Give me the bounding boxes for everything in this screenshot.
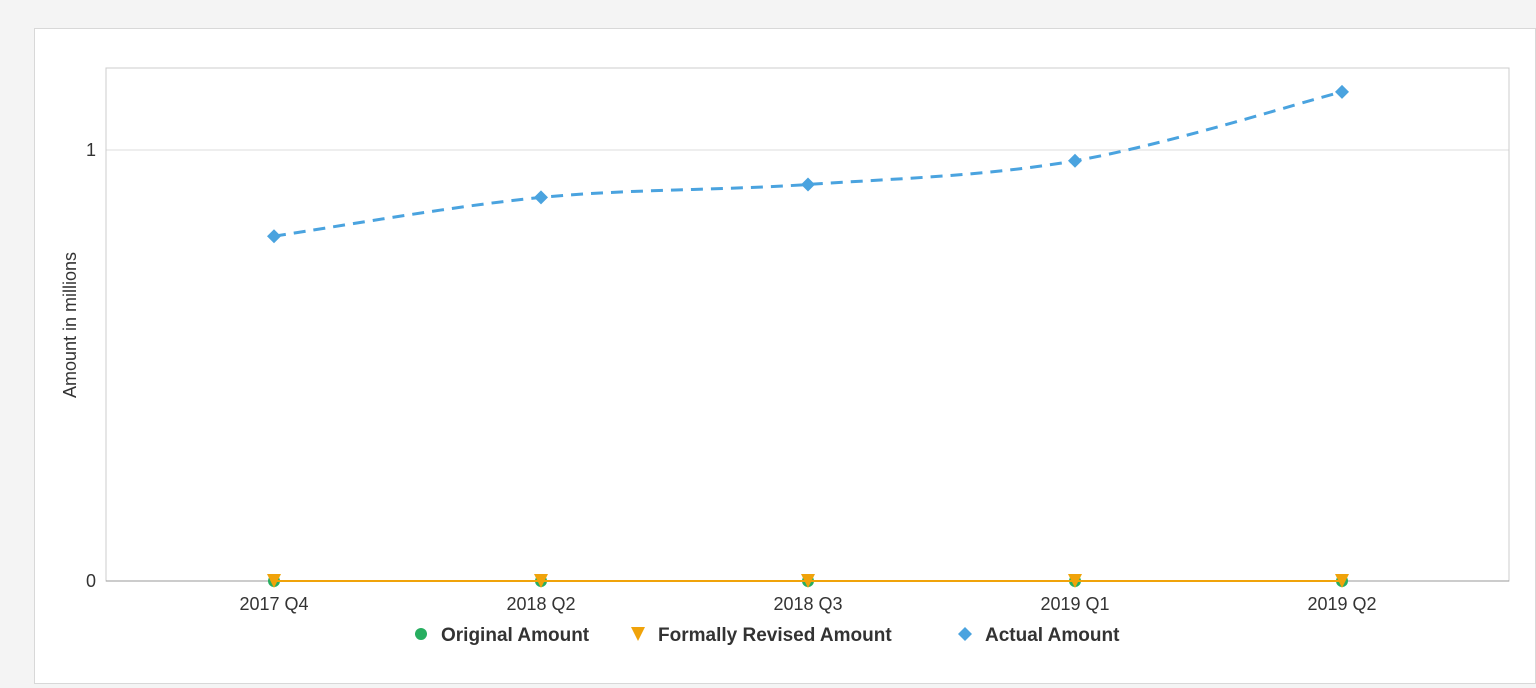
data-point bbox=[267, 229, 281, 244]
series-line bbox=[273, 90, 1343, 238]
data-point bbox=[801, 574, 815, 588]
x-tick-label: 2019 Q1 bbox=[1040, 594, 1109, 614]
x-tick-label: 2018 Q2 bbox=[506, 594, 575, 614]
data-point bbox=[534, 574, 548, 588]
series-2 bbox=[267, 84, 1349, 244]
legend-item[interactable]: Actual Amount bbox=[958, 625, 1120, 646]
legend-item[interactable]: Formally Revised Amount bbox=[631, 625, 892, 646]
chart-panel bbox=[34, 28, 1536, 684]
series-layer bbox=[267, 84, 1349, 588]
y-tick-label: 0 bbox=[86, 571, 96, 591]
legend-label: Original Amount bbox=[441, 625, 590, 646]
grid-layer bbox=[106, 149, 1509, 582]
data-point bbox=[534, 190, 548, 205]
data-point bbox=[1335, 84, 1349, 99]
x-tick-label: 2019 Q2 bbox=[1307, 594, 1376, 614]
data-point bbox=[1335, 574, 1349, 588]
data-point bbox=[801, 177, 815, 192]
x-tick-label: 2017 Q4 bbox=[239, 594, 308, 614]
series-1 bbox=[267, 574, 1349, 588]
y-axis-title: Amount in millions bbox=[60, 252, 80, 398]
axis-layer: 0 1 2017 Q4 2018 Q2 2018 Q3 2019 Q1 2019 Q2 bbox=[86, 140, 1509, 614]
legend-label: Actual Amount bbox=[985, 625, 1120, 646]
legend-marker-icon bbox=[631, 627, 645, 641]
y-tick-label: 1 bbox=[86, 140, 96, 160]
legend[interactable]: Original Amount Formally Revised Amount Ac… bbox=[415, 625, 1120, 646]
data-point bbox=[1068, 574, 1082, 588]
legend-marker-icon bbox=[415, 628, 427, 640]
data-point bbox=[267, 574, 281, 588]
data-point bbox=[1068, 153, 1082, 168]
plot-area-frame bbox=[105, 67, 1510, 582]
x-tick-label: 2018 Q3 bbox=[773, 594, 842, 614]
legend-item[interactable]: Original Amount bbox=[415, 625, 590, 646]
legend-marker-icon bbox=[958, 627, 972, 641]
legend-label: Formally Revised Amount bbox=[658, 625, 892, 646]
